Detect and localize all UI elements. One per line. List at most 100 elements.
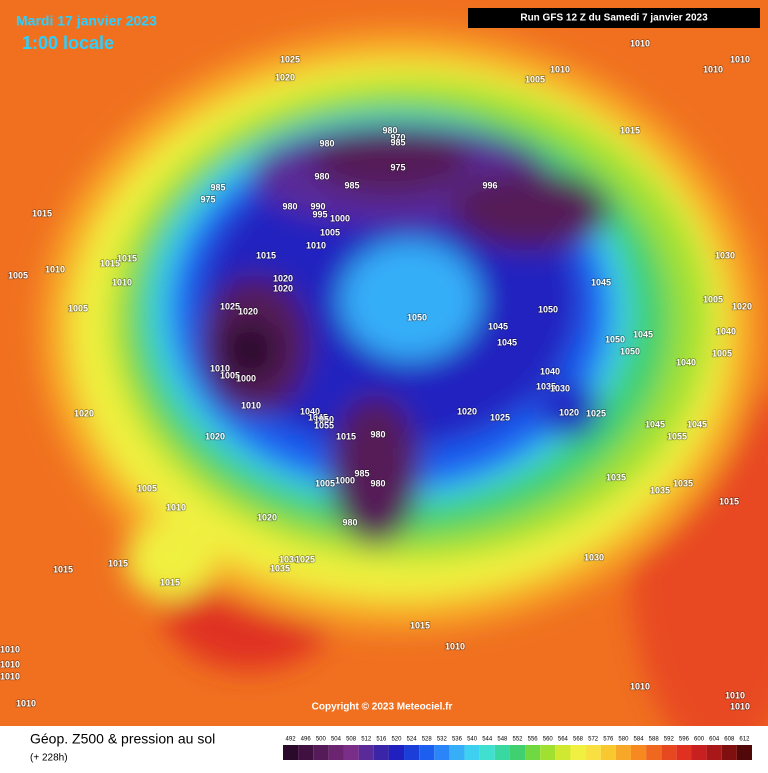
colorbar-label: 552 <box>512 737 523 743</box>
colorbar-swatch <box>736 745 752 760</box>
colorbar-swatch <box>630 745 647 760</box>
pressure-label: 1005 <box>525 74 545 84</box>
pressure-label: 1035 <box>673 478 693 488</box>
pressure-label: 1005 <box>8 270 28 280</box>
pressure-label: 1050 <box>407 312 427 322</box>
pressure-label: 1010 <box>241 400 261 410</box>
pressure-label: 1020 <box>559 407 579 417</box>
pressure-label: 1015 <box>53 564 73 574</box>
pressure-label: 1005 <box>220 370 240 380</box>
pressure-label: 1020 <box>74 408 94 418</box>
colorbar-label: 520 <box>391 737 402 743</box>
colorbar-swatch <box>388 745 405 760</box>
pressure-label: 1005 <box>315 478 335 488</box>
colorbar-label: 576 <box>603 737 614 743</box>
colorbar-swatch <box>298 745 314 760</box>
pressure-label: 1055 <box>667 431 687 441</box>
colorbar-swatch <box>494 745 510 760</box>
colorbar-swatch <box>343 745 359 760</box>
pressure-label: 980 <box>370 478 385 488</box>
pressure-label: 1035 <box>650 485 670 495</box>
colorbar-label: 504 <box>331 737 342 743</box>
pressure-label: 1010 <box>210 363 230 373</box>
pressure-label: 1010 <box>112 277 132 287</box>
colorbar-label: 612 <box>739 737 750 743</box>
pressure-label: 1010 <box>306 240 326 250</box>
colorbar: 492 496 500 504 508 512 516 520 524 528 532 536 540 5… <box>283 737 752 760</box>
colorbar-label: 592 <box>664 737 675 743</box>
pressure-label: 1005 <box>703 294 723 304</box>
colorbar-label: 596 <box>679 737 690 743</box>
pressure-label: 1010 <box>630 38 650 48</box>
pressure-label: 985 <box>344 180 359 190</box>
colorbar-label: 560 <box>543 737 554 743</box>
colorbar-label: 564 <box>558 737 569 743</box>
pressure-label: 996 <box>482 180 497 190</box>
pressure-label: 1055 <box>314 420 334 430</box>
run-info: Run GFS 12 Z du Samedi 7 janvier 2023 <box>520 13 708 24</box>
pressure-label: 1020 <box>257 512 277 522</box>
colorbar-label: 512 <box>361 737 372 743</box>
colorbar-swatch <box>509 745 526 760</box>
colorbar-swatch <box>358 745 374 760</box>
pressure-label: 1015 <box>108 558 128 568</box>
pressure-label: 1010 <box>730 701 750 711</box>
z500-field <box>40 30 768 760</box>
pressure-label: 1020 <box>275 72 295 82</box>
pressure-label: 1010 <box>730 54 750 64</box>
pressure-label: 1030 <box>715 250 735 260</box>
colorbar-swatch <box>328 745 344 760</box>
pressure-label: 1020 <box>205 431 225 441</box>
colorbar-swatch <box>373 745 389 760</box>
pressure-label: 980 <box>314 171 329 181</box>
colorbar-swatch <box>600 745 616 760</box>
pressure-label: 985 <box>210 182 225 192</box>
colorbar-swatch <box>404 745 420 760</box>
pressure-label: 970 <box>390 132 405 142</box>
pressure-label: 1050 <box>620 346 640 356</box>
pressure-label: 1040 <box>716 326 736 336</box>
pressure-label: 1015 <box>620 125 640 135</box>
pressure-label: 1050 <box>314 414 334 424</box>
pressure-label: 1015 <box>32 208 52 218</box>
pressure-label: 1025 <box>586 408 606 418</box>
pressure-label: 1010 <box>45 264 65 274</box>
pressure-label: 1030 <box>279 554 299 564</box>
colorbar-label: 580 <box>618 737 629 743</box>
pressure-label: 995 <box>312 209 327 219</box>
pressure-label: 1020 <box>457 406 477 416</box>
colorbar-swatch <box>615 745 631 760</box>
colorbar-label: 584 <box>634 737 645 743</box>
colorbar-label: 568 <box>573 737 584 743</box>
colorbar-label: 556 <box>528 737 539 743</box>
pressure-label: 1015 <box>117 253 137 263</box>
pressure-label: 1005 <box>320 227 340 237</box>
colorbar-swatch <box>525 745 541 760</box>
colorbar-label: 604 <box>709 737 720 743</box>
map-title: Géop. Z500 & pression au sol <box>30 731 215 747</box>
colorbar-label: 528 <box>422 737 433 743</box>
pressure-label: 1010 <box>16 698 36 708</box>
colorbar-swatch <box>540 745 556 760</box>
pressure-label: 1010 <box>445 641 465 651</box>
pressure-label: 980 <box>370 429 385 439</box>
colorbar-label: 544 <box>482 737 493 743</box>
pressure-label: 1045 <box>645 419 665 429</box>
colorbar-swatch <box>464 745 480 760</box>
pressure-label: 1000 <box>335 475 355 485</box>
colorbar-swatch <box>585 745 601 760</box>
pressure-label: 980 <box>382 125 397 135</box>
pressure-label: 1040 <box>676 357 696 367</box>
pressure-label: 1020 <box>273 283 293 293</box>
colorbar-swatch <box>283 745 299 760</box>
pressure-label: 1005 <box>137 483 157 493</box>
local-time: 1:00 locale <box>22 33 114 53</box>
pressure-label: 975 <box>390 162 405 172</box>
colorbar-label: 608 <box>724 737 735 743</box>
colorbar-label: 548 <box>497 737 508 743</box>
colorbar-label: 496 <box>301 737 312 743</box>
pressure-label: 1010 <box>630 681 650 691</box>
colorbar-swatch <box>479 745 495 760</box>
pressure-label: 1015 <box>160 577 180 587</box>
pressure-label: 1015 <box>256 250 276 260</box>
